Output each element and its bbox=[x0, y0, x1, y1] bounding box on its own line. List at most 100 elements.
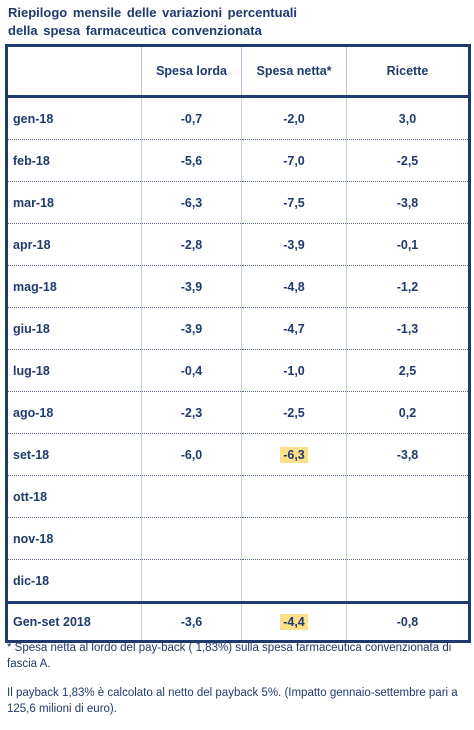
title-line: Riepilogo mensile delle variazioni perce… bbox=[8, 5, 298, 20]
table-row: mag-18 -3,9 -4,8 -1,2 bbox=[6, 265, 470, 308]
table-row: set-18 -6,0 -6,3 -3,8 bbox=[6, 433, 470, 476]
cell: -4,8 bbox=[241, 265, 347, 308]
note: * Spesa netta al lordo del pay-back ( 1,… bbox=[7, 642, 452, 670]
cell: -2,5 bbox=[346, 139, 470, 182]
cell: -7,0 bbox=[241, 139, 347, 182]
table: Spesa lorda Spesa netta* Ricette gen-18 -… bbox=[5, 44, 471, 643]
table-row: giu-18 -3,9 -4,7 -1,3 bbox=[6, 307, 470, 350]
cell bbox=[141, 559, 242, 603]
cell: -2,8 bbox=[141, 223, 242, 266]
cell-value: -6,3 bbox=[280, 446, 308, 463]
table-row: feb-18 -5,6 -7,0 -2,5 bbox=[6, 139, 470, 182]
cell-value: -3,8 bbox=[396, 447, 419, 462]
row-label: set-18 bbox=[6, 433, 142, 476]
row-label: Gen-set 2018 bbox=[6, 601, 142, 642]
cell: -3,9 bbox=[241, 223, 347, 266]
cell-value: -5,6 bbox=[180, 153, 203, 168]
table-row: gen-18 -0,7 -2,0 3,0 bbox=[6, 96, 470, 140]
table-body: gen-18 -0,7 -2,0 3,0 feb-18 -5,6 -7,0 -2,5 mar-1… bbox=[6, 96, 470, 642]
cell-value: -4,7 bbox=[283, 321, 305, 336]
table-row: ott-18 bbox=[6, 475, 470, 518]
cell-value: -1,3 bbox=[396, 321, 419, 336]
cell: -6,3 bbox=[141, 181, 242, 224]
title-line: della spesa farmaceutica convenzionata bbox=[8, 23, 262, 38]
cell-value: -7,5 bbox=[283, 195, 305, 210]
cell: -2,0 bbox=[241, 96, 347, 140]
cell-value: -3,9 bbox=[283, 237, 305, 252]
cell bbox=[346, 559, 470, 603]
table-row: lug-18 -0,4 -1,0 2,5 bbox=[6, 349, 470, 392]
cell: -5,6 bbox=[141, 139, 242, 182]
row-label: ott-18 bbox=[6, 475, 142, 518]
cell: -6,3 bbox=[241, 433, 347, 476]
cell: -2,3 bbox=[141, 391, 242, 434]
row-label: ago-18 bbox=[6, 391, 142, 434]
row-label: mar-18 bbox=[6, 181, 142, 224]
row-label: mag-18 bbox=[6, 265, 142, 308]
row-label: feb-18 bbox=[6, 139, 142, 182]
row-label: gen-18 bbox=[6, 96, 142, 140]
row-label: dic-18 bbox=[6, 559, 142, 603]
cell: -0,7 bbox=[141, 96, 242, 140]
cell: -3,8 bbox=[346, 181, 470, 224]
cell-value: -2,5 bbox=[396, 153, 419, 168]
cell: -0,1 bbox=[346, 223, 470, 266]
cell: -4,4 bbox=[241, 601, 347, 642]
cell: 3,0 bbox=[346, 96, 470, 140]
cell-value: -4,8 bbox=[283, 279, 305, 294]
cell-value: -2,8 bbox=[180, 237, 203, 252]
table-row: ago-18 -2,3 -2,5 0,2 bbox=[6, 391, 470, 434]
cell-value: 0,2 bbox=[398, 405, 417, 420]
cell-value: -2,5 bbox=[283, 405, 305, 420]
header-cell bbox=[6, 45, 142, 98]
header-cell: Spesa netta* bbox=[241, 45, 347, 98]
cell-value: -3,9 bbox=[180, 321, 203, 336]
cell-value: -0,7 bbox=[180, 111, 203, 126]
cell-value: -3,8 bbox=[396, 195, 419, 210]
cell bbox=[346, 517, 470, 560]
cell-value: -4,4 bbox=[280, 614, 308, 630]
cell bbox=[141, 475, 242, 518]
cell: 2,5 bbox=[346, 349, 470, 392]
cell bbox=[141, 517, 242, 560]
cell bbox=[346, 475, 470, 518]
cell bbox=[241, 517, 347, 560]
cell: -3,6 bbox=[141, 601, 242, 642]
cell-value: -0,8 bbox=[396, 615, 419, 629]
cell-value: -1,2 bbox=[396, 279, 419, 294]
cell: -0,4 bbox=[141, 349, 242, 392]
cell: -2,5 bbox=[241, 391, 347, 434]
table-row: nov-18 bbox=[6, 517, 470, 560]
table-row: Gen-set 2018 -3,6 -4,4 -0,8 bbox=[6, 601, 470, 642]
cell-value: -1,0 bbox=[283, 363, 305, 378]
cell-value: -0,1 bbox=[396, 237, 419, 252]
cell: -4,7 bbox=[241, 307, 347, 350]
table-row: mar-18 -6,3 -7,5 -3,8 bbox=[6, 181, 470, 224]
cell: -6,0 bbox=[141, 433, 242, 476]
cell: -0,8 bbox=[346, 601, 470, 642]
cell-value: -3,9 bbox=[180, 279, 203, 294]
cell: -1,3 bbox=[346, 307, 470, 350]
cell-value: -2,3 bbox=[180, 405, 203, 420]
cell bbox=[241, 475, 347, 518]
cell-value: -7,0 bbox=[283, 153, 305, 168]
cell: 0,2 bbox=[346, 391, 470, 434]
header-cell: Ricette bbox=[346, 45, 470, 98]
cell bbox=[241, 559, 347, 603]
cell: -3,9 bbox=[141, 307, 242, 350]
table-row: dic-18 bbox=[6, 559, 470, 603]
row-label: nov-18 bbox=[6, 517, 142, 560]
title: Riepilogo mensile delle variazioni perce… bbox=[8, 4, 297, 40]
row-label: apr-18 bbox=[6, 223, 142, 266]
row-label: lug-18 bbox=[6, 349, 142, 392]
cell: -7,5 bbox=[241, 181, 347, 224]
cell-value: -0,4 bbox=[180, 363, 203, 378]
table-row: apr-18 -2,8 -3,9 -0,1 bbox=[6, 223, 470, 266]
cell-value: -2,0 bbox=[283, 111, 305, 126]
cell: -1,2 bbox=[346, 265, 470, 308]
header-cell: Spesa lorda bbox=[141, 45, 242, 98]
cell: -3,9 bbox=[141, 265, 242, 308]
cell-value: -6,0 bbox=[180, 447, 203, 462]
header-row: Spesa lorda Spesa netta* Ricette bbox=[6, 45, 470, 98]
